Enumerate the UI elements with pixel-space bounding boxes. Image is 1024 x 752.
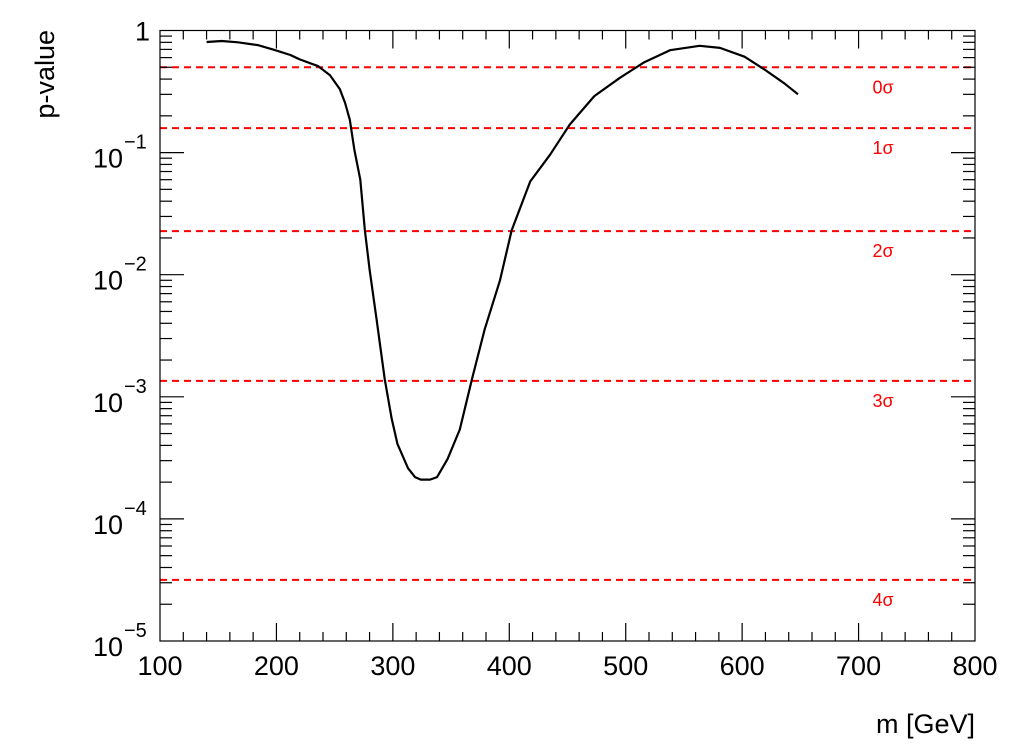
x-tick-label: 700 [836,651,881,681]
y-tick-label: 1 [135,17,150,47]
y-tick-label-base: 10 [93,144,123,174]
sigma-label-1: 1σ [872,138,893,158]
y-tick-label: 10 [93,144,123,174]
y-tick-label-base: 1 [135,17,150,47]
y-tick-label-base: 10 [93,510,123,540]
y-tick-label-base: 10 [93,388,123,418]
p-value-curve-group [206,39,799,481]
x-axis-title: m [GeV] [876,709,975,739]
p-value-curve [206,39,799,481]
x-tick-label: 800 [952,651,997,681]
x-tick-label: 400 [487,651,532,681]
x-tick-label: 300 [370,651,415,681]
x-tick-label: 100 [137,651,182,681]
sigma-label-0: 0σ [872,77,893,97]
axis-ticks [160,30,975,641]
y-tick-label-exponent: −2 [124,254,147,276]
sigma-label-4: 4σ [872,590,893,610]
y-tick-label: 10 [93,632,123,662]
y-tick-label-exponent: −5 [124,620,147,642]
sigma-reference-lines: 0σ 1σ 2σ 3σ 4σ [160,66,975,610]
y-tick-label: 10 [93,266,123,296]
plot-frame [159,29,976,642]
y-tick-label-base: 10 [93,266,123,296]
x-tick-label: 600 [720,651,765,681]
tick-labels: 100 200 300 400 500 600 700 800110−110−210−310−… [93,17,998,682]
y-tick-label-base: 10 [93,632,123,662]
sigma-label-2: 2σ [872,241,893,261]
x-tick-label: 500 [603,651,648,681]
y-tick-label-exponent: −3 [124,376,147,398]
y-axis-title: p-value [30,30,60,119]
sigma-label-3: 3σ [872,391,893,411]
y-tick-label-exponent: −1 [124,132,147,154]
x-tick-label: 200 [254,651,299,681]
y-tick-label: 10 [93,388,123,418]
y-tick-label: 10 [93,510,123,540]
y-tick-label-exponent: −4 [124,498,147,520]
